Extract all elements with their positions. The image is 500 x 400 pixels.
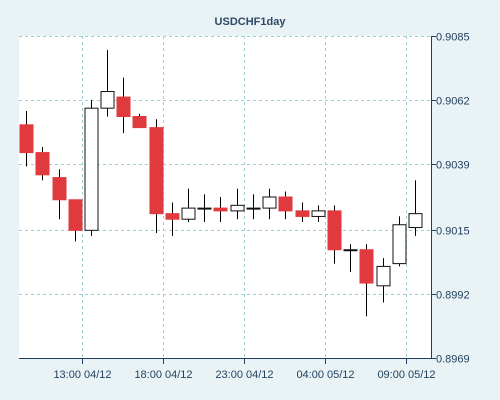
candle	[132, 113, 147, 129]
bearish-candle-body	[295, 210, 310, 217]
candle	[278, 191, 293, 220]
candle	[343, 244, 358, 272]
candle	[149, 119, 164, 234]
candle	[327, 205, 342, 264]
bullish-candle-body	[408, 213, 423, 229]
candle	[359, 244, 374, 317]
bearish-candle-body	[116, 96, 131, 117]
candle	[262, 188, 277, 220]
x-tick-label: 23:00 04/12	[215, 369, 273, 381]
bearish-candle-body	[327, 210, 342, 251]
candle	[392, 216, 407, 267]
bullish-candle-body	[311, 210, 326, 217]
candle	[197, 194, 212, 222]
candle	[408, 180, 423, 236]
bullish-candle-body	[246, 207, 261, 210]
candles	[19, 49, 423, 317]
candle	[230, 188, 245, 220]
candle	[246, 194, 261, 220]
chart-title: USDCHF1day	[215, 16, 287, 28]
bearish-candle-body	[278, 196, 293, 212]
y-tick-label: 0.9039	[436, 160, 470, 172]
candle	[181, 188, 196, 222]
bearish-candle-body	[68, 199, 83, 231]
candle	[19, 110, 34, 167]
bullish-candle-body	[84, 107, 99, 231]
bearish-candle-body	[132, 116, 147, 129]
x-tick-label: 09:00 05/12	[377, 369, 435, 381]
bullish-candle-body	[100, 91, 115, 109]
bearish-candle-body	[165, 213, 180, 220]
candle	[84, 99, 99, 236]
bearish-candle-body	[213, 207, 228, 212]
bullish-candle-body	[181, 207, 196, 220]
bearish-candle-body	[52, 177, 67, 201]
bullish-candle-body	[376, 265, 391, 287]
candle	[52, 169, 67, 220]
x-tick-label: 04:00 05/12	[296, 369, 354, 381]
bearish-candle-body	[35, 152, 50, 176]
y-tick-label: 0.8992	[436, 290, 470, 302]
candle	[100, 49, 115, 117]
y-tick-label: 0.9062	[436, 96, 470, 108]
bullish-candle-body	[343, 249, 358, 252]
candle	[213, 197, 228, 222]
bearish-candle-body	[359, 249, 374, 284]
axes: 0.9085 0.9062 0.9039 0.9015 0.8992 0.8969 13:0…	[19, 32, 470, 381]
y-tick-label: 0.8969	[436, 354, 470, 366]
candle	[35, 147, 50, 181]
y-tick-label: 0.9085	[436, 32, 470, 44]
candle	[116, 77, 131, 134]
bearish-candle-body	[149, 127, 164, 215]
plot-area	[19, 36, 431, 358]
x-tick-label: 18:00 04/12	[134, 369, 192, 381]
candle	[165, 202, 180, 236]
bearish-candle-body	[19, 124, 34, 154]
bullish-candle-body	[392, 224, 407, 265]
bullish-candle-body	[230, 204, 245, 212]
candle	[311, 205, 326, 222]
x-tick-label: 13:00 04/12	[53, 369, 111, 381]
candle	[295, 202, 310, 222]
candle	[376, 258, 391, 303]
candle	[68, 199, 83, 242]
bullish-candle-body	[262, 196, 277, 209]
y-tick-label: 0.9015	[436, 226, 470, 238]
bullish-candle-body	[197, 207, 212, 210]
